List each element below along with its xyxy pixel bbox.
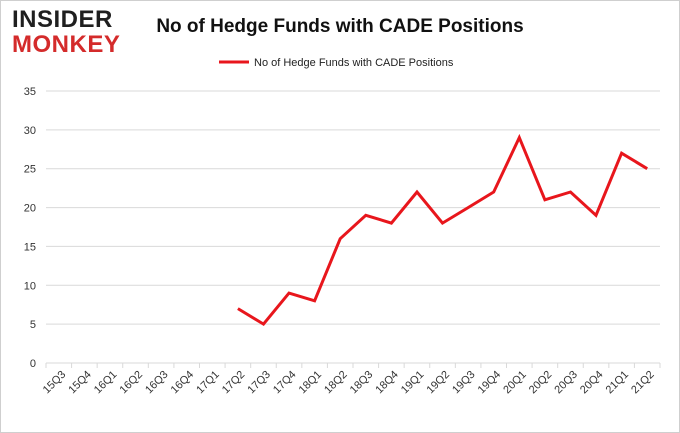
gridlines <box>45 90 661 368</box>
x-tick-label: 16Q1 <box>92 369 120 397</box>
x-tick-label: 19Q2 <box>425 369 453 397</box>
x-tick-label: 18Q4 <box>373 369 401 397</box>
x-tick-label: 18Q3 <box>348 369 376 397</box>
x-tick-label: 19Q4 <box>476 369 504 397</box>
logo-text-insider: INSIDER <box>12 6 113 33</box>
x-tick-label: 20Q3 <box>552 369 580 397</box>
x-tick-label: 16Q4 <box>169 369 197 397</box>
x-tick-label: 21Q1 <box>604 369 632 397</box>
x-tick-label: 15Q4 <box>66 369 94 397</box>
x-tick-label: 20Q4 <box>578 369 606 397</box>
x-tick-label: 21Q2 <box>629 369 657 397</box>
legend: No of Hedge Funds with CADE Positions <box>219 57 454 69</box>
y-tick-label: 15 <box>24 241 36 253</box>
x-tick-label: 18Q2 <box>322 369 350 397</box>
y-tick-label: 0 <box>30 358 36 370</box>
y-axis-ticks: 0 5 10 15 20 25 30 35 <box>24 86 36 370</box>
y-tick-label: 10 <box>24 280 36 292</box>
y-tick-label: 30 <box>24 125 36 137</box>
series-line <box>237 133 648 327</box>
x-tick-label: 17Q3 <box>245 369 273 397</box>
x-tick-label: 20Q1 <box>501 369 529 397</box>
x-tick-label: 17Q1 <box>194 369 222 397</box>
x-tick-label: 20Q2 <box>527 369 555 397</box>
x-tick-label: 16Q2 <box>118 369 146 397</box>
x-tick-label: 18Q1 <box>297 369 325 397</box>
y-tick-label: 35 <box>24 86 36 98</box>
y-tick-label: 20 <box>24 203 36 215</box>
chart-title: No of Hedge Funds with CADE Positions <box>156 16 524 37</box>
y-tick-label: 25 <box>24 164 36 176</box>
series-lines <box>237 133 648 327</box>
x-tick-label: 19Q1 <box>399 369 427 397</box>
insider-monkey-logo: INSIDER MONKEY <box>10 6 128 58</box>
logo-text-monkey: MONKEY <box>12 31 121 58</box>
x-axis-ticks: 15Q315Q416Q116Q216Q316Q417Q117Q217Q317Q4… <box>41 369 657 397</box>
x-tick-label: 17Q4 <box>271 369 299 397</box>
x-tick-label: 17Q2 <box>220 369 248 397</box>
y-tick-label: 5 <box>30 319 36 331</box>
legend-label: No of Hedge Funds with CADE Positions <box>254 57 454 69</box>
x-tick-label: 19Q3 <box>450 369 478 397</box>
x-tick-label: 15Q3 <box>41 369 69 397</box>
x-tick-label: 16Q3 <box>143 369 171 397</box>
